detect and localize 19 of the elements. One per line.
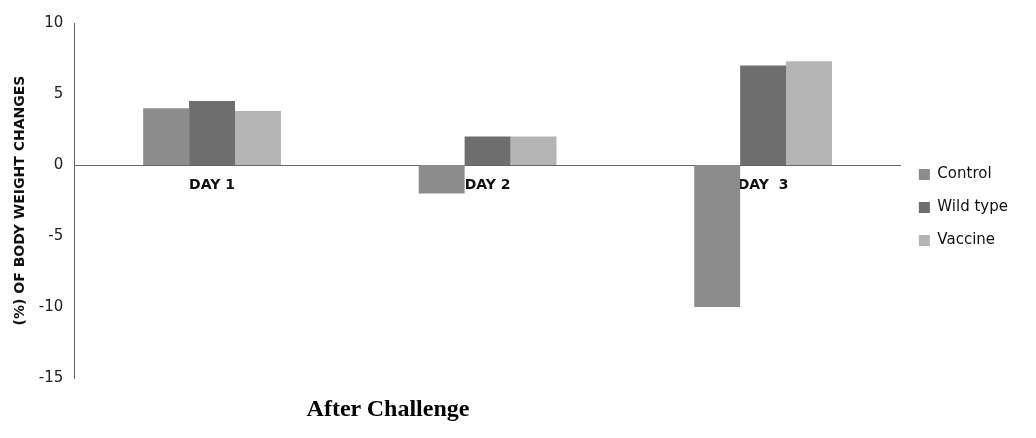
bar (143, 108, 190, 165)
y-tick-label: 0 (53, 154, 64, 173)
x-axis-title: After Challenge (305, 395, 471, 422)
x-tick-label: DAY 1 (189, 176, 235, 193)
y-axis-title: (%) OF BODY WEIGHT CHANGES (11, 75, 28, 326)
y-tick-label: -5 (48, 225, 64, 244)
y-tick-label: 10 (44, 12, 64, 31)
bar (235, 111, 281, 165)
bar (694, 165, 741, 307)
y-tick-label: -15 (38, 367, 64, 386)
bar (786, 61, 832, 165)
legend-label: Wild type (937, 197, 1009, 216)
bar (418, 165, 465, 194)
y-tick-label: 5 (53, 83, 64, 102)
y-tick-label: -10 (38, 296, 64, 315)
legend-label: Vaccine (937, 230, 996, 249)
legend-label: Control (937, 164, 992, 183)
x-tick-label: DAY 2 (464, 176, 511, 193)
bar (510, 136, 557, 165)
